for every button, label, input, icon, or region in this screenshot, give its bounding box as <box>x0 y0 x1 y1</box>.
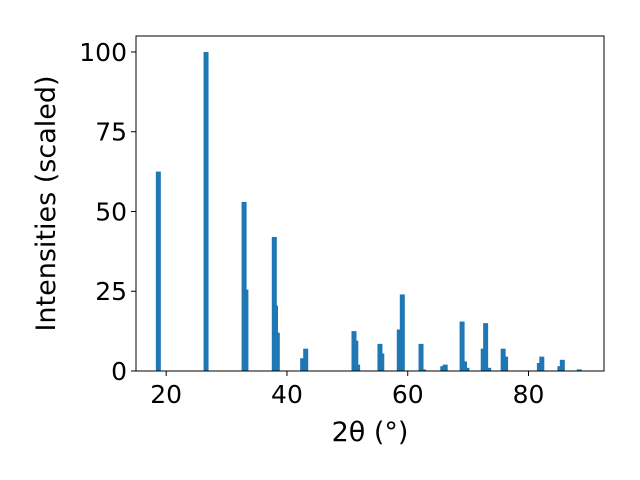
bar <box>203 51 209 371</box>
x-tick-label: 60 <box>392 380 424 409</box>
y-axis: 0 25 50 75 100 <box>79 38 136 386</box>
bar <box>353 340 359 371</box>
bar <box>303 348 309 371</box>
bar <box>539 356 545 371</box>
y-tick-label: 25 <box>95 277 127 306</box>
bar <box>399 294 405 371</box>
y-tick-label: 100 <box>79 38 127 67</box>
bar <box>503 356 509 371</box>
bar <box>442 364 448 371</box>
bar <box>483 323 489 371</box>
bar <box>464 367 470 371</box>
y-tick-label: 75 <box>95 118 127 147</box>
bar <box>274 332 280 371</box>
bar <box>271 237 277 371</box>
y-tick-label: 50 <box>95 197 127 226</box>
bar <box>379 353 385 371</box>
x-tick-label: 20 <box>150 380 182 409</box>
x-axis-label: 2θ (°) <box>332 417 409 448</box>
bar <box>418 343 424 371</box>
bar <box>355 364 361 371</box>
y-tick-label: 0 <box>111 357 127 386</box>
bar <box>300 358 306 371</box>
y-axis-label: Intensities (scaled) <box>31 75 62 331</box>
bar <box>559 359 565 371</box>
bar <box>241 201 247 371</box>
bar <box>459 321 465 371</box>
bar <box>155 171 161 371</box>
x-axis: 20 40 60 80 <box>150 371 544 409</box>
bar <box>420 369 426 371</box>
bar-group <box>155 51 582 371</box>
plot-area-frame <box>135 35 605 372</box>
x-tick-label: 80 <box>513 380 545 409</box>
bar <box>576 369 582 371</box>
x-tick-label: 40 <box>271 380 303 409</box>
bar <box>243 289 249 371</box>
bar <box>396 329 402 371</box>
bar <box>486 367 492 371</box>
bar <box>462 361 468 371</box>
